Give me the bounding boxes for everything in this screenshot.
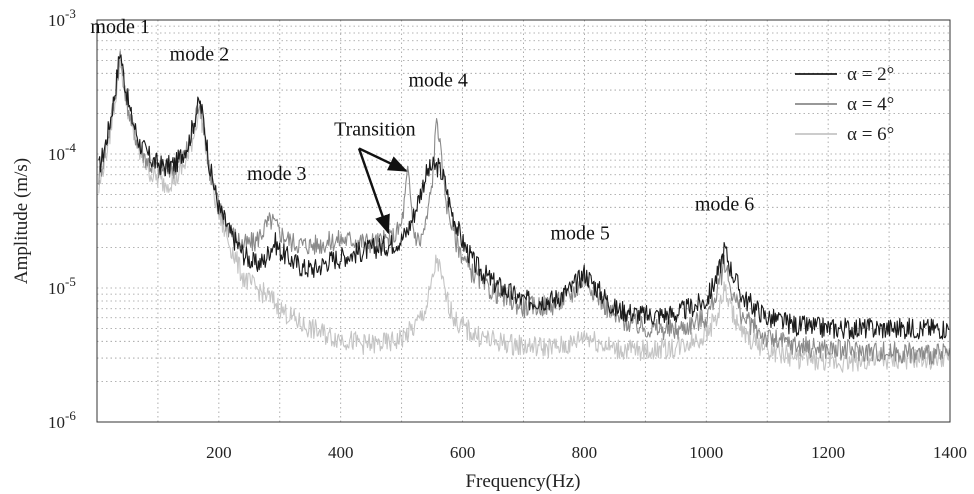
annotations: mode 1 mode 2 mode 3 mode 4 mode 5 mode 6 Tran… [90,16,754,245]
series-line-1 [98,54,950,340]
plot-frame [96,19,951,423]
series-line-3 [98,58,950,373]
x-tick-label: 600 [450,443,476,462]
series-layer [98,50,950,373]
x-axis-label: Frequency(Hz) [465,471,580,492]
x-tick-label: 1400 [933,443,967,462]
legend: α = 2° α = 4° α = 6° [795,64,894,145]
transition-arrow-1 [358,147,408,172]
y-tick-labels: 10-6 10-5 10-4 10-3 [48,6,76,432]
x-tick-label: 400 [328,443,354,462]
legend-label-3: α = 6° [847,124,894,145]
y-tick-label: 10-4 [48,140,76,164]
transition-arrow-2 [357,148,390,235]
y-tick-label: 10-5 [48,274,76,298]
legend-label-1: α = 2° [847,64,894,85]
x-tick-label: 1200 [811,443,845,462]
annotation-mode-5: mode 5 [550,223,609,245]
legend-label-2: α = 4° [847,94,894,115]
annotation-mode-2: mode 2 [170,43,229,65]
x-tick-label: 800 [572,443,598,462]
annotation-mode-1: mode 1 [90,16,149,38]
x-tick-labels: 200 400 600 800 1000 1200 1400 [206,443,967,462]
annotation-mode-3: mode 3 [247,163,306,185]
x-tick-label: 1000 [689,443,723,462]
y-tick-label: 10-6 [48,408,76,432]
annotation-mode-6: mode 6 [695,193,754,215]
x-tick-label: 200 [206,443,232,462]
y-tick-label: 10-3 [48,6,76,30]
annotation-mode-4: mode 4 [408,69,467,91]
y-axis-label: Amplitude (m/s) [11,158,32,284]
annotation-transition: Transition [334,118,416,140]
